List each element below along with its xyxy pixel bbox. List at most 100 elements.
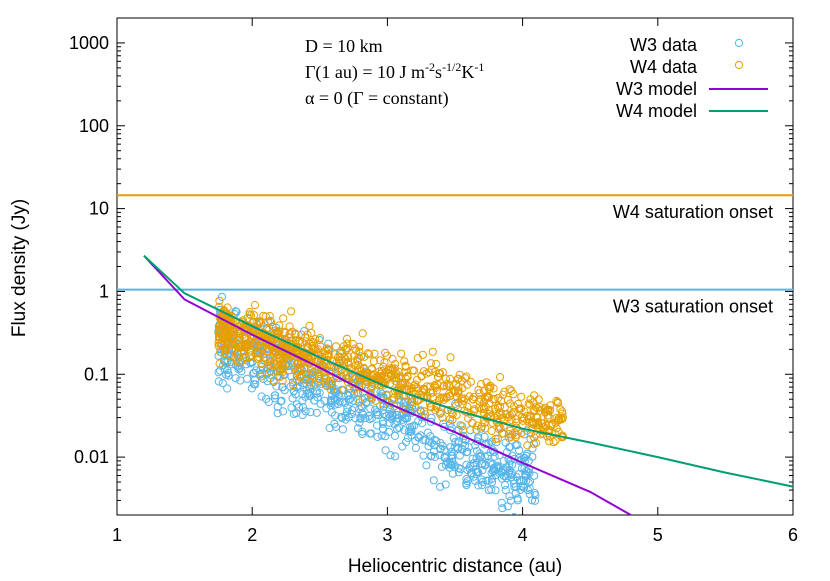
data-point (310, 396, 319, 405)
data-point (233, 347, 242, 356)
data-point (491, 404, 500, 413)
data-point (456, 421, 465, 430)
data-point (462, 481, 471, 490)
data-point (545, 437, 554, 446)
x-tick-label: 4 (518, 525, 528, 545)
data-point (428, 347, 437, 356)
data-point (367, 414, 376, 423)
saturation-label: W3 saturation onset (613, 297, 773, 317)
data-point (499, 429, 508, 438)
data-point (423, 428, 432, 437)
data-point (538, 423, 547, 432)
data-point (403, 381, 412, 390)
data-point (225, 341, 234, 350)
data-point (410, 366, 419, 375)
data-point (344, 395, 353, 404)
model-line (143, 254, 793, 488)
data-point (322, 404, 331, 413)
data-point (358, 329, 367, 338)
data-point (309, 338, 318, 347)
data-point (419, 367, 428, 376)
data-point (435, 451, 444, 460)
data-point (225, 350, 234, 359)
data-point (387, 364, 396, 373)
data-point (489, 467, 498, 476)
data-point (506, 496, 515, 505)
data-point (496, 373, 505, 382)
data-point (279, 314, 288, 323)
data-point (392, 369, 401, 378)
data-point (530, 496, 540, 505)
data-point (343, 403, 352, 412)
data-point (448, 410, 457, 419)
data-point (535, 402, 544, 411)
data-point (381, 446, 390, 455)
data-point (358, 395, 367, 404)
data-point (432, 359, 441, 369)
data-point (334, 352, 343, 362)
annotation-diameter: D = 10 km (305, 36, 383, 56)
data-point (505, 411, 514, 420)
data-point (263, 377, 272, 386)
data-point (236, 343, 245, 352)
data-point (289, 381, 298, 390)
data-point (410, 421, 419, 430)
data-point (446, 459, 455, 468)
data-point (348, 380, 357, 389)
data-point (277, 396, 286, 405)
data-point (530, 471, 539, 480)
data-point (468, 418, 477, 428)
data-point (507, 386, 516, 395)
data-point (461, 374, 470, 383)
data-point (430, 452, 439, 462)
data-point (413, 354, 422, 363)
data-point (305, 392, 314, 401)
data-point (433, 380, 442, 389)
data-point (342, 334, 352, 343)
data-point (339, 386, 348, 395)
data-point (472, 446, 482, 455)
data-point (216, 328, 225, 337)
legend-marker (734, 60, 744, 70)
data-point (307, 354, 317, 364)
data-point (522, 466, 531, 475)
data-point (426, 359, 435, 368)
data-point (536, 430, 545, 439)
y-tick-label: 100 (79, 116, 109, 136)
data-point (402, 437, 411, 447)
data-point (515, 404, 524, 413)
data-point (310, 380, 319, 389)
data-point (509, 402, 519, 411)
data-point (400, 357, 409, 366)
data-point (511, 482, 521, 491)
data-point (271, 348, 280, 357)
data-point (480, 461, 489, 470)
data-point (280, 346, 289, 355)
annotation-ti-sup3: -1 (474, 60, 484, 74)
data-point (463, 477, 472, 486)
data-point (434, 369, 444, 378)
y-tick-label: 1 (99, 281, 109, 301)
data-point (390, 431, 400, 440)
data-point (458, 422, 467, 431)
data-point (292, 400, 301, 409)
data-point (369, 370, 378, 379)
data-point (253, 354, 262, 363)
data-point (236, 358, 245, 367)
data-point (236, 376, 245, 385)
data-point (287, 340, 296, 349)
data-point (439, 382, 448, 391)
data-point (526, 411, 535, 420)
data-point (276, 356, 285, 365)
data-point (275, 321, 284, 330)
data-point (308, 344, 317, 353)
data-point (338, 425, 347, 434)
data-point (398, 442, 407, 451)
data-point (500, 465, 509, 474)
data-point (220, 349, 229, 358)
saturation-labels: W4 saturation onset W3 saturation onset (613, 202, 773, 316)
data-point (491, 486, 500, 495)
data-point (524, 399, 533, 408)
data-point (501, 410, 510, 419)
data-point (266, 316, 275, 325)
